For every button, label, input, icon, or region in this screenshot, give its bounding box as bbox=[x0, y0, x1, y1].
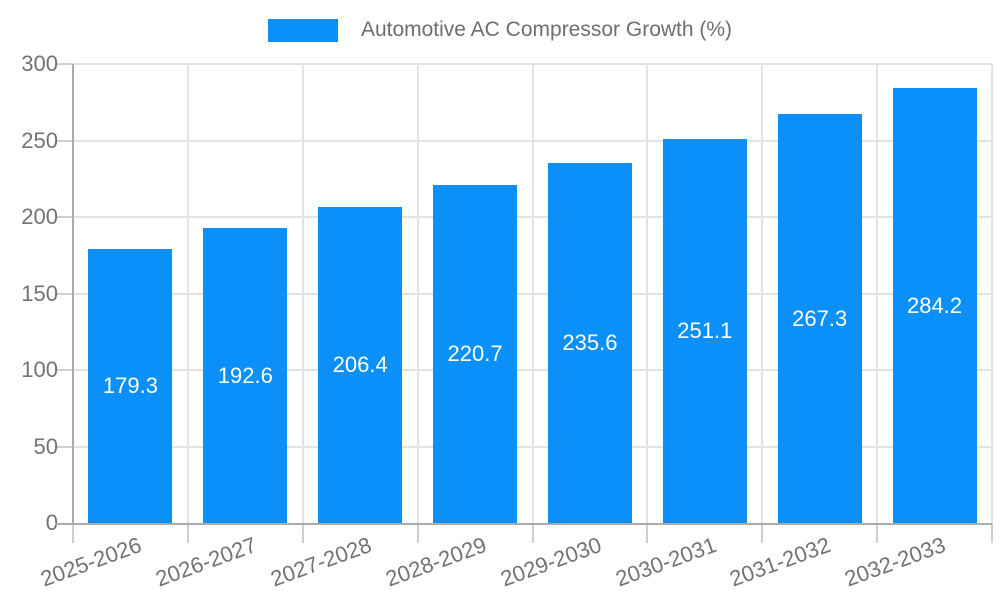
bar[interactable]: 251.1 bbox=[662, 138, 747, 523]
legend-swatch[interactable] bbox=[267, 18, 338, 42]
y-axis-tick-label: 200 bbox=[21, 204, 58, 229]
bar[interactable]: 235.6 bbox=[547, 162, 632, 523]
y-axis-tick-label: 300 bbox=[21, 51, 58, 76]
gridline-v bbox=[761, 64, 764, 523]
x-axis-category-label: 2027-2028 bbox=[267, 532, 375, 592]
x-axis-category-label: 2031-2032 bbox=[726, 532, 835, 592]
bar-value-label: 179.3 bbox=[102, 372, 158, 398]
bar[interactable]: 267.3 bbox=[777, 114, 862, 523]
x-tick-mark bbox=[646, 523, 649, 543]
gridline-v bbox=[416, 64, 419, 523]
x-tick-mark bbox=[416, 523, 419, 543]
chart-legend: Automotive AC Compressor Growth (%) bbox=[0, 17, 1000, 43]
gridline-v bbox=[646, 64, 649, 523]
x-tick-mark bbox=[531, 523, 534, 543]
x-tick-mark bbox=[72, 523, 74, 543]
gridline-v bbox=[876, 64, 879, 523]
gridline-v bbox=[531, 64, 534, 523]
y-axis-tick-label: 0 bbox=[45, 510, 58, 535]
x-axis-line bbox=[55, 523, 992, 525]
y-tick-mark bbox=[55, 139, 73, 142]
bar-value-label: 206.4 bbox=[332, 352, 388, 378]
bar-value-label: 235.6 bbox=[562, 329, 618, 355]
bar-value-label: 251.1 bbox=[677, 317, 733, 343]
x-tick-mark bbox=[761, 523, 764, 543]
gridline-v bbox=[186, 64, 189, 523]
gridline-v bbox=[991, 64, 993, 523]
bar[interactable]: 179.3 bbox=[88, 248, 173, 523]
x-tick-mark bbox=[301, 523, 304, 543]
bar[interactable]: 206.4 bbox=[318, 207, 403, 523]
y-tick-mark bbox=[55, 216, 73, 218]
bar-value-label: 220.7 bbox=[447, 341, 503, 367]
x-axis-category-label: 2029-2030 bbox=[497, 532, 605, 592]
y-axis-tick-label: 250 bbox=[21, 127, 58, 153]
bar[interactable]: 192.6 bbox=[203, 228, 288, 523]
y-tick-mark bbox=[55, 63, 73, 65]
bar[interactable]: 220.7 bbox=[433, 185, 518, 523]
y-tick-mark bbox=[55, 292, 73, 295]
y-axis-tick-label: 150 bbox=[21, 280, 58, 306]
bar[interactable]: 284.2 bbox=[892, 88, 977, 523]
y-axis-tick-label: 100 bbox=[21, 357, 58, 382]
bar-value-label: 192.6 bbox=[217, 362, 273, 388]
legend-label[interactable]: Automotive AC Compressor Growth (%) bbox=[360, 18, 733, 41]
y-axis-line bbox=[72, 64, 74, 525]
gridline-v bbox=[301, 64, 304, 523]
bar-value-label: 284.2 bbox=[907, 292, 963, 318]
x-axis-category-label: 2025-2026 bbox=[37, 532, 145, 592]
x-axis-category-label: 2028-2029 bbox=[382, 532, 490, 592]
x-tick-mark bbox=[186, 523, 189, 543]
bar-value-label: 267.3 bbox=[792, 305, 848, 331]
x-tick-mark bbox=[991, 523, 993, 543]
x-axis-category-label: 2030-2031 bbox=[611, 532, 720, 592]
x-axis-category-label: 2026-2027 bbox=[152, 532, 260, 592]
y-axis-tick-label: 50 bbox=[33, 433, 58, 459]
y-tick-mark bbox=[55, 445, 73, 448]
x-tick-mark bbox=[876, 523, 879, 543]
x-axis-category-label: 2032-2033 bbox=[841, 532, 950, 592]
y-tick-mark bbox=[55, 369, 73, 371]
